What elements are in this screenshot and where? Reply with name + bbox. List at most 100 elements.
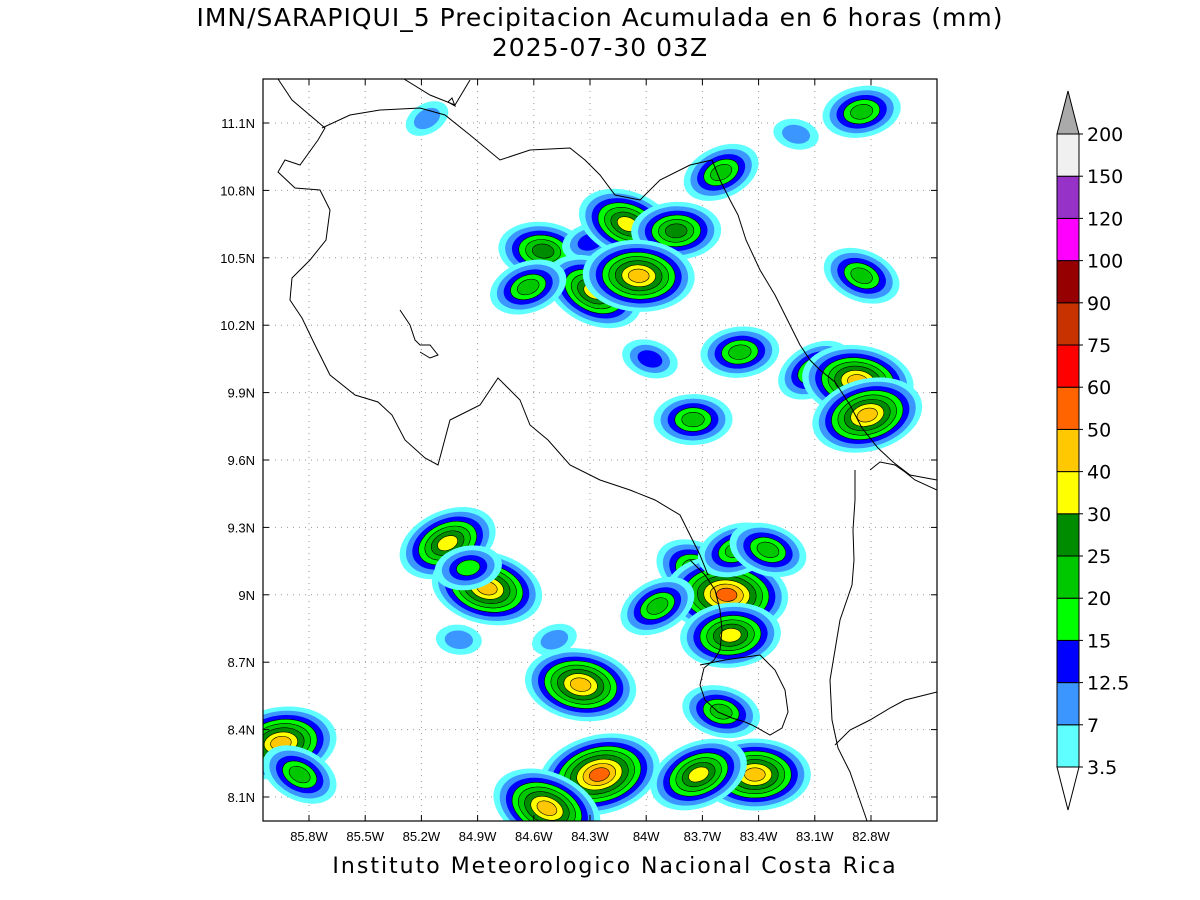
precip-cell (700, 326, 780, 378)
colorbar-label: 15 (1087, 630, 1111, 652)
precip-cell (620, 576, 695, 636)
lat-tick-label: 8.7N (228, 655, 255, 670)
precip-contour (627, 268, 650, 283)
precip-contour (664, 223, 688, 239)
lat-tick-label: 11.1N (221, 116, 255, 131)
lon-tick-label: 85.5W (346, 829, 384, 844)
precip-contour (532, 243, 555, 259)
colorbar-segment (1056, 386, 1080, 430)
panama-coast (829, 470, 868, 821)
nicaragua-costa-rica-border (321, 107, 937, 481)
colorbar-label: 7 (1087, 715, 1099, 737)
map-frame (262, 78, 938, 822)
colorbar-label: 90 (1087, 293, 1111, 315)
lon-tick-label: 84W (633, 829, 660, 844)
lat-tick-label: 10.2N (220, 318, 255, 333)
colorbar-label: 120 (1087, 208, 1123, 230)
colorbar-high-arrow (1056, 90, 1080, 135)
precip-cell (773, 118, 819, 150)
colorbar-low-arrow (1056, 766, 1080, 811)
colorbar-segment (1056, 639, 1080, 684)
colorbar-label: 12.5 (1087, 673, 1129, 695)
bocas-coast (869, 461, 937, 491)
lake-island (447, 97, 456, 108)
colorbar-label: 30 (1087, 504, 1111, 526)
precip-contour (688, 766, 710, 783)
precip-cell (822, 85, 901, 138)
colorbar-label: 100 (1087, 251, 1123, 273)
precip-contour (850, 267, 873, 285)
lat-tick-label: 10.8N (220, 183, 255, 198)
precip-contour (850, 103, 874, 120)
precip-contour (569, 677, 592, 692)
precip-cell (493, 768, 601, 821)
lon-tick-label: 84.3W (571, 829, 609, 844)
precip-cell (525, 648, 637, 722)
precip-contour (744, 767, 766, 782)
precip-contour (637, 350, 663, 368)
precip-contour (728, 344, 752, 360)
colorbar-segment (1056, 555, 1080, 599)
precip-contour (681, 411, 705, 428)
colorbar-segment (1056, 682, 1080, 726)
precip-contour (456, 559, 481, 576)
lat-tick-label: 10.5N (220, 251, 255, 266)
precip-cell (532, 623, 577, 656)
colorbar-segment (1056, 302, 1080, 346)
precip-cell (823, 247, 900, 304)
colorbar-segment (1056, 724, 1080, 768)
lon-tick-label: 82.8W (852, 829, 890, 844)
precip-contour (437, 535, 459, 552)
precip-cell (653, 394, 733, 446)
lon-tick-label: 84.6W (515, 829, 553, 844)
lake-nicaragua-shore (403, 79, 471, 106)
colorbar-segment (1056, 344, 1080, 388)
lon-tick-label: 84.9W (459, 829, 497, 844)
colorbar-segment (1056, 260, 1080, 304)
costa-rica-panama-border (689, 559, 746, 723)
colorbar-segment (1056, 428, 1080, 473)
colorbar-segment (1056, 175, 1080, 219)
precip-cell (682, 685, 760, 739)
map-title: IMN/SARAPIQUI_5 Precipitacion Acumulada … (196, 3, 1004, 32)
colorbar: 3.5 7 12.5 15 20 25 30 40 50 60 75 90 100 120 150 200 (1056, 90, 1129, 811)
lat-tick-label: 8.4N (228, 723, 255, 738)
nicaragua-coast-north (277, 79, 709, 576)
lat-tick-label: 9.9N (228, 386, 255, 401)
lon-tick-label: 85.2W (403, 829, 441, 844)
precip-contour (536, 800, 558, 816)
map-subtitle: 2025-07-30 03Z (491, 33, 709, 62)
colorbar-label: 75 (1087, 335, 1111, 357)
colorbar-label: 200 (1087, 124, 1123, 146)
precip-cell (435, 624, 482, 655)
precip-cell (650, 738, 747, 811)
precip-contour (756, 541, 780, 558)
precip-cell (434, 545, 502, 591)
precipitation-field (263, 85, 923, 821)
lon-tick-label: 83.4W (740, 829, 778, 844)
precip-contour (782, 124, 811, 144)
map-axes: 85.8W 85.5W 85.2W 84.9W 84.6W 84.3W 84W 83.7W 83… (220, 79, 937, 844)
lat-tick-label: 9.3N (228, 520, 255, 535)
colorbar-segment (1056, 471, 1080, 515)
lat-tick-label: 9N (238, 588, 255, 603)
colorbar-label: 20 (1087, 588, 1111, 610)
precip-contour (719, 628, 742, 643)
lon-tick-label: 83.7W (684, 829, 722, 844)
precip-contour (540, 629, 569, 650)
precip-contour (444, 630, 473, 650)
precip-cell (582, 239, 695, 312)
colorbar-segment (1056, 597, 1080, 641)
colorbar-label: 40 (1087, 462, 1111, 484)
lon-tick-label: 83.1W (796, 829, 834, 844)
precip-contour (588, 767, 610, 782)
precip-cell (683, 143, 759, 201)
peninsula-island (399, 309, 439, 359)
precip-cell (490, 259, 567, 315)
colorbar-label: 50 (1087, 419, 1111, 441)
colorbar-label: 150 (1087, 166, 1123, 188)
footer-credit: Instituto Meteorologico Nacional Costa R… (332, 854, 898, 879)
precip-cell (812, 377, 923, 453)
chiriqui-coast (834, 691, 937, 746)
